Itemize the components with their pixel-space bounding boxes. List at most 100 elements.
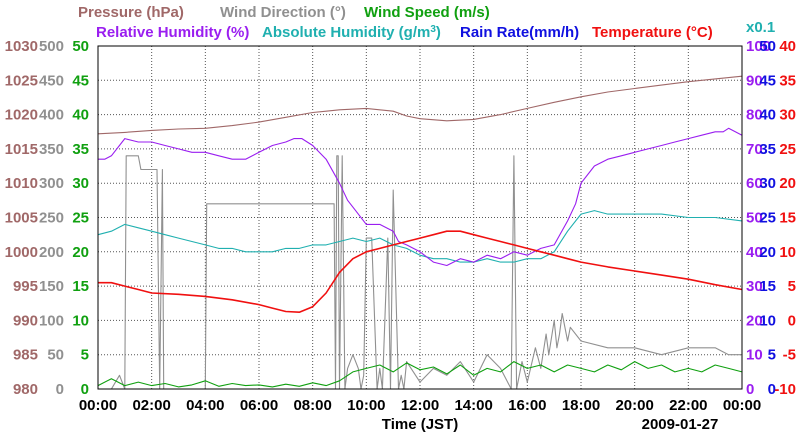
y-tick-label-wind-direction: 250 [39, 210, 64, 227]
y-tick-label-wind-direction: 50 [47, 347, 64, 364]
y-tick-label-rain-rate: 40 [759, 107, 776, 124]
y-tick-label-wind-direction: 0 [56, 381, 64, 398]
y-tick-label-relative-humidity: 80 [746, 107, 763, 124]
y-tick-label-temperature: 15 [779, 210, 796, 227]
series-wind-speed-m-s [97, 361, 743, 388]
y-tick-label-pressure: 1015 [5, 141, 38, 158]
series-pressure-hpa [97, 75, 743, 135]
y-tick-label-pressure: 990 [13, 312, 38, 329]
series-temperature-c [98, 230, 743, 313]
legend-item: Absolute Humidity (g/m3) [262, 24, 441, 42]
y-tick-label-temperature: -5 [783, 347, 796, 364]
x-tick-label: 06:00 [240, 397, 278, 414]
y-tick-label-wind-speed: 20 [72, 244, 89, 261]
y-tick-label-relative-humidity: 100 [746, 38, 771, 55]
y-tick-label-temperature: 25 [779, 141, 796, 158]
plot-frame [97, 45, 743, 390]
legend-item: Wind Direction (°) [220, 4, 346, 21]
x-tick-label: 02:00 [132, 397, 170, 414]
y-tick-label-pressure: 1025 [5, 72, 38, 89]
y-tick-label-rain-rate: 5 [768, 347, 776, 364]
y-tick-label-temperature: 0 [788, 312, 796, 329]
y-tick-label-pressure: 985 [13, 347, 38, 364]
x-tick-label: 12:00 [401, 397, 439, 414]
series-wind-direction [98, 155, 742, 390]
x-tick-label: 10:00 [347, 397, 385, 414]
y-tick-label-wind-speed: 0 [81, 381, 89, 398]
y-tick-label-wind-direction: 350 [39, 141, 64, 158]
y-tick-label-wind-speed: 15 [72, 278, 89, 295]
series-relative-humidity [98, 127, 743, 267]
y-tick-label-relative-humidity: 90 [746, 72, 763, 89]
x-tick-label: 18:00 [562, 397, 600, 414]
y-tick-label-wind-direction: 400 [39, 107, 64, 124]
legend-item: Pressure (hPa) [78, 4, 184, 21]
x-tick-label: 08:00 [293, 397, 331, 414]
y-tick-label-pressure: 980 [13, 381, 38, 398]
y-tick-label-temperature: 30 [779, 107, 796, 124]
date-label: 2009-01-27 [642, 416, 719, 433]
x-tick-label: 00:00 [79, 397, 117, 414]
y-tick-label-relative-humidity: 30 [746, 278, 763, 295]
y-tick-label-relative-humidity: 70 [746, 141, 763, 158]
y-tick-label-rain-rate: 50 [759, 38, 776, 55]
y-tick-label-temperature: 40 [779, 38, 796, 55]
y-tick-label-temperature: 10 [779, 244, 796, 261]
y-tick-label-wind-speed: 10 [72, 312, 89, 329]
series-absolute-humidity-g-m [97, 210, 743, 263]
y-tick-label-relative-humidity: 60 [746, 175, 763, 192]
x-tick-label: 22:00 [669, 397, 707, 414]
x-axis: 00:00 02:00 04:00 06:00 08:00 10:00 12:00 14:00… [79, 397, 761, 433]
y-tick-label-relative-humidity: 10 [746, 347, 763, 364]
y-tick-label-wind-direction: 300 [39, 175, 64, 192]
legend-item: Relative Humidity (%) [96, 24, 249, 41]
legend-item: Rain Rate(mm/h) [460, 24, 579, 41]
left-y-axes: 9809859909951000100510101015102010251030… [5, 38, 89, 398]
legend-item: Wind Speed (m/s) [364, 4, 490, 21]
y-tick-label-pressure: 995 [13, 278, 38, 295]
y-tick-label-wind-speed: 35 [72, 141, 89, 158]
y-tick-label-wind-direction: 500 [39, 38, 64, 55]
chart-grid [98, 46, 742, 389]
y-tick-label-wind-direction: 450 [39, 72, 64, 89]
y-tick-label-rain-rate: 15 [759, 278, 776, 295]
y-tick-label-pressure: 1010 [5, 175, 38, 192]
x-tick-label: 16:00 [508, 397, 546, 414]
y-tick-label-wind-direction: 100 [39, 312, 64, 329]
y-tick-label-relative-humidity: 0 [746, 381, 754, 398]
y-tick-label-wind-direction: 150 [39, 278, 64, 295]
y-tick-label-rain-rate: 10 [759, 312, 776, 329]
x-tick-label: 00:00 [723, 397, 761, 414]
y-tick-label-wind-speed: 40 [72, 107, 89, 124]
legend-item: Temperature (°C) [592, 24, 713, 41]
chart-series [97, 75, 743, 390]
y-tick-label-relative-humidity: 20 [746, 312, 763, 329]
x-tick-label: 14:00 [454, 397, 492, 414]
y-tick-label-wind-speed: 50 [72, 38, 89, 55]
right-y-axes: 0102030405060708090100051015202530354045… [746, 38, 796, 398]
chart-legend: Pressure (hPa) Wind Direction (°) Wind Spe… [78, 4, 775, 41]
y-tick-label-rain-rate: 35 [759, 141, 776, 158]
y-tick-label-wind-direction: 200 [39, 244, 64, 261]
x-axis-label: Time (JST) [382, 416, 458, 433]
y-tick-label-rain-rate: 0 [768, 381, 776, 398]
y-tick-label-wind-speed: 45 [72, 72, 89, 89]
x-tick-label: 20:00 [615, 397, 653, 414]
y-tick-label-temperature: 35 [779, 72, 796, 89]
x-tick-label: 04:00 [186, 397, 224, 414]
y-tick-label-temperature: 20 [779, 175, 796, 192]
y-tick-label-wind-speed: 30 [72, 175, 89, 192]
multiplier-label: x0.1 [746, 19, 775, 36]
y-tick-label-temperature: -10 [774, 381, 796, 398]
y-tick-label-rain-rate: 20 [759, 244, 776, 261]
y-tick-label-rain-rate: 25 [759, 210, 776, 227]
y-tick-label-rain-rate: 45 [759, 72, 776, 89]
y-tick-label-pressure: 1030 [5, 38, 38, 55]
y-tick-label-wind-speed: 25 [72, 210, 89, 227]
y-tick-label-relative-humidity: 40 [746, 244, 763, 261]
y-tick-label-temperature: 5 [788, 278, 796, 295]
y-tick-label-wind-speed: 5 [81, 347, 89, 364]
y-tick-label-pressure: 1000 [5, 244, 38, 261]
y-tick-label-pressure: 1020 [5, 107, 38, 124]
